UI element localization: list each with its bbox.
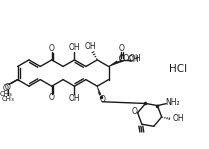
Text: OH: OH: [128, 55, 140, 64]
Polygon shape: [109, 60, 123, 66]
Text: O: O: [118, 44, 124, 53]
Text: NH₂: NH₂: [166, 98, 180, 107]
Text: C: C: [119, 55, 124, 64]
Polygon shape: [97, 86, 101, 95]
Text: CH₃: CH₃: [1, 96, 14, 102]
Text: OH: OH: [172, 114, 184, 123]
Text: OH: OH: [85, 42, 96, 51]
Text: CH₃: CH₃: [0, 91, 12, 97]
Text: HCl: HCl: [169, 64, 187, 74]
Text: O: O: [132, 107, 138, 116]
Text: O: O: [49, 44, 55, 53]
Text: OH: OH: [69, 94, 80, 103]
Polygon shape: [109, 61, 118, 66]
Text: COOH: COOH: [119, 54, 141, 63]
Text: O: O: [3, 84, 9, 93]
Text: O: O: [49, 93, 55, 102]
Text: OH: OH: [69, 43, 80, 52]
Text: O: O: [5, 83, 11, 92]
Text: O: O: [99, 95, 105, 104]
